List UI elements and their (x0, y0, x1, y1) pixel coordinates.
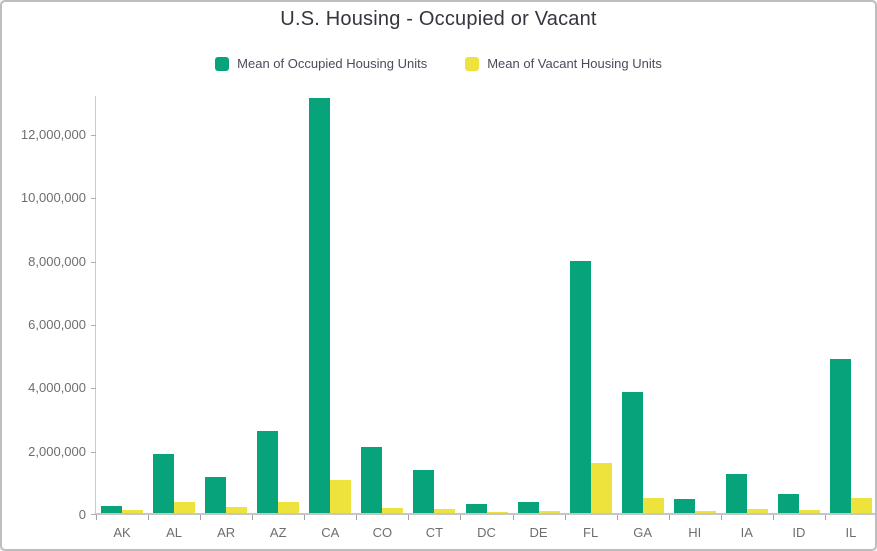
x-axis-category-label: IA (740, 525, 753, 540)
x-axis-category-label: CT (425, 525, 444, 540)
x-axis-line (95, 513, 875, 515)
x-axis-tick-mark (200, 515, 201, 520)
x-axis-category-label: AR (217, 525, 236, 540)
y-axis-tick-label: 6,000,000 (28, 317, 86, 332)
bar-occupied-de[interactable] (517, 502, 539, 513)
bar-vacant-dc[interactable] (486, 512, 508, 513)
y-axis-line (95, 96, 96, 515)
x-axis-tick-mark (96, 515, 97, 520)
bar-vacant-il[interactable] (850, 498, 872, 513)
chart-title: U.S. Housing - Occupied or Vacant (280, 8, 597, 30)
bar-occupied-ga[interactable] (621, 392, 643, 513)
x-axis-tick-mark (460, 515, 461, 520)
bar-occupied-hi[interactable] (673, 499, 695, 513)
y-axis-tick-mark (91, 261, 96, 263)
bar-vacant-ct[interactable] (434, 509, 456, 513)
bar-occupied-az[interactable] (257, 431, 279, 513)
bar-occupied-il[interactable] (829, 359, 851, 513)
y-axis-tick-mark (91, 388, 96, 390)
bar-vacant-az[interactable] (278, 502, 300, 513)
legend-item-vacant[interactable]: Mean of Vacant Housing Units (465, 56, 662, 71)
x-axis-category-label: GA (633, 525, 653, 540)
bar-vacant-co[interactable] (382, 508, 404, 513)
bar-vacant-ak[interactable] (122, 510, 144, 513)
x-axis-category-label: IL (845, 525, 857, 540)
x-axis-category-label: ID (792, 525, 806, 540)
bar-occupied-al[interactable] (153, 454, 175, 513)
legend-label-occupied: Mean of Occupied Housing Units (237, 56, 428, 71)
bar-occupied-ca[interactable] (309, 98, 331, 513)
x-axis-tick-mark (304, 515, 305, 520)
x-axis-tick-mark (356, 515, 357, 520)
y-axis-tick-mark (91, 451, 96, 453)
x-axis-tick-mark (408, 515, 409, 520)
bar-occupied-ct[interactable] (413, 470, 435, 513)
x-axis-category-label: DC (477, 525, 496, 540)
bar-vacant-hi[interactable] (694, 511, 716, 513)
x-axis-category-label: AZ (269, 525, 287, 540)
x-axis-category-label: AL (166, 525, 183, 540)
y-axis-tick-mark (91, 135, 96, 136)
bar-occupied-ar[interactable] (205, 477, 227, 513)
x-axis-tick-mark (148, 515, 149, 520)
plot-area: 0 2,000,000 4,000,000 6,000,000 8,000,000 10,… (21, 96, 875, 540)
x-axis-tick-mark (669, 515, 670, 520)
bar-occupied-co[interactable] (361, 447, 383, 513)
x-axis-tick-mark (617, 515, 618, 520)
x-axis-category-label: FL (583, 525, 599, 540)
bar-vacant-ca[interactable] (330, 480, 352, 513)
x-axis-tick-mark (513, 515, 514, 520)
bar-vacant-de[interactable] (538, 511, 560, 513)
y-axis-tick-mark (91, 325, 96, 326)
y-axis-tick-label: 2,000,000 (28, 443, 86, 459)
bar-vacant-al[interactable] (174, 502, 196, 513)
bar-occupied-fl[interactable] (569, 261, 591, 513)
x-axis-tick-mark (252, 515, 253, 520)
bar-occupied-dc[interactable] (465, 504, 487, 513)
x-axis-tick-mark (825, 515, 826, 520)
occupied-series-swatch-icon (215, 56, 230, 71)
bar-occupied-ak[interactable] (101, 506, 123, 513)
legend-item-occupied[interactable]: Mean of Occupied Housing Units (215, 56, 427, 71)
x-axis-category-label: CO (372, 525, 393, 540)
vacant-series-swatch-icon (465, 56, 480, 71)
x-axis-tick-mark (773, 515, 774, 520)
y-axis-tick-mark (91, 514, 96, 515)
x-axis-category-label: DE (529, 525, 548, 540)
x-axis-category-label: CA (321, 525, 340, 540)
bar-vacant-ia[interactable] (746, 509, 768, 513)
chart-legend: Mean of Occupied Housing Units Mean of V… (2, 56, 875, 71)
bar-vacant-fl[interactable] (590, 463, 612, 513)
x-axis-category-label: HI (688, 525, 702, 540)
bar-vacant-ga[interactable] (642, 498, 664, 513)
y-axis-tick-label: 10,000,000 (20, 190, 86, 206)
legend-label-vacant: Mean of Vacant Housing Units (487, 56, 662, 71)
bar-vacant-id[interactable] (798, 510, 820, 513)
y-axis-tick-label: 4,000,000 (28, 380, 86, 396)
bar-occupied-ia[interactable] (725, 474, 747, 513)
x-axis-tick-mark (565, 515, 566, 520)
bar-vacant-ar[interactable] (226, 507, 248, 513)
bar-occupied-id[interactable] (777, 494, 799, 513)
x-axis-category-label: AK (113, 525, 131, 540)
x-axis-tick-mark (721, 515, 722, 520)
y-axis-tick-label: 8,000,000 (28, 253, 86, 269)
y-axis-tick-label: 12,000,000 (20, 127, 86, 142)
y-axis-tick-mark (91, 198, 96, 200)
y-axis-tick-label: 0 (78, 507, 86, 522)
